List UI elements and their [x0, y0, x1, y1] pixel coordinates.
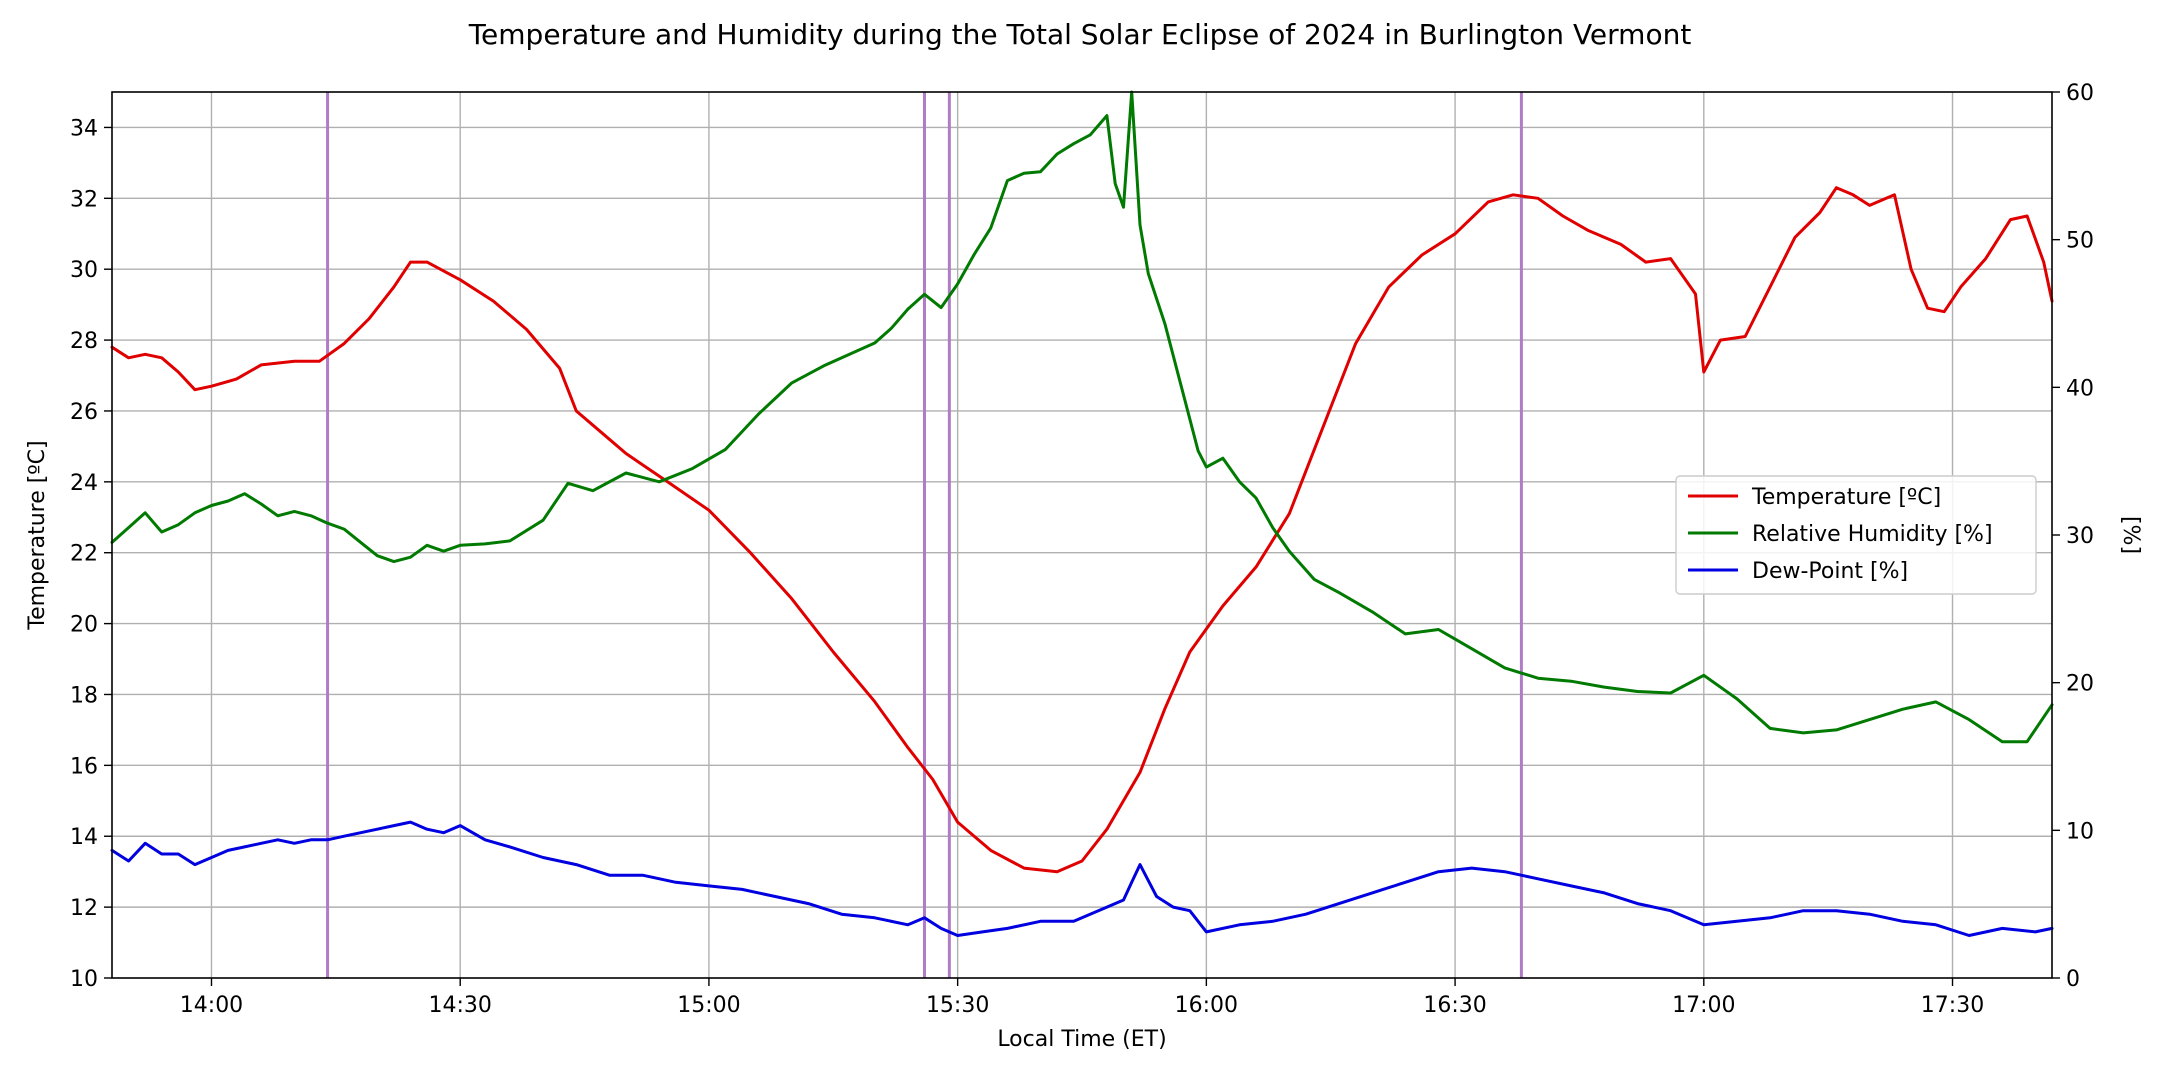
- legend-box: [1675, 475, 2037, 595]
- y-tick-label-left: 20: [70, 613, 98, 638]
- x-tick-label: 17:30: [1921, 993, 1984, 1018]
- y-tick-label-left: 18: [70, 683, 98, 708]
- grid: [112, 92, 2052, 978]
- x-tick-label: 14:00: [180, 993, 243, 1018]
- x-tick-label: 15:30: [926, 993, 989, 1018]
- y-tick-label-right: 30: [2066, 524, 2094, 549]
- y-tick-label-right: 50: [2066, 229, 2094, 254]
- y-tick-label-left: 12: [70, 896, 98, 921]
- legend-label: Relative Humidity [%]: [1752, 522, 1993, 547]
- legend-label: Temperature [ºC]: [1751, 485, 1941, 510]
- y-tick-label-right: 40: [2066, 376, 2094, 401]
- y-axis-label-left: Temperature [ºC]: [25, 440, 50, 630]
- y-tick-label-right: 60: [2066, 81, 2094, 106]
- x-tick-label: 14:30: [429, 993, 492, 1018]
- y-tick-label-left: 34: [70, 116, 98, 141]
- x-tick-label: 16:30: [1423, 993, 1486, 1018]
- legend: Temperature [ºC] Relative Humidity [%] Dew…: [1675, 475, 2037, 595]
- y-tick-label-left: 10: [70, 967, 98, 992]
- y-tick-label-left: 28: [70, 329, 98, 354]
- legend-label: Dew-Point [%]: [1752, 559, 1908, 584]
- y-tick-label-right: 10: [2066, 819, 2094, 844]
- y-tick-label-left: 22: [70, 542, 98, 567]
- x-tick-label: 16:00: [1175, 993, 1238, 1018]
- y-tick-label-right: 0: [2066, 967, 2080, 992]
- series-layer: [110, 90, 2054, 937]
- x-tick-label: 15:00: [677, 993, 740, 1018]
- x-axis-label: Local Time (ET): [997, 1027, 1166, 1052]
- y-tick-label-left: 26: [70, 400, 98, 425]
- series-line-2: [110, 820, 2054, 937]
- x-axis: 14:00 14:30 15:00 15:30 16:00 16:30 17:00 17:30: [180, 978, 1984, 1018]
- y-axis-label-right: [%]: [2118, 516, 2143, 554]
- y-tick-label-left: 14: [70, 825, 98, 850]
- y-axis-right: 0 10 20 30 40 50 60: [2052, 81, 2094, 992]
- y-axis-left: 10 12 14 16 18 20 22 24 26 28 30 32 34: [70, 116, 112, 992]
- y-tick-label-left: 32: [70, 187, 98, 212]
- y-tick-label-left: 30: [70, 258, 98, 283]
- series-line-1: [110, 90, 2054, 744]
- event-lines: [326, 92, 1523, 978]
- y-tick-label-right: 20: [2066, 672, 2094, 697]
- y-tick-label-left: 16: [70, 754, 98, 779]
- y-tick-label-left: 24: [70, 471, 98, 496]
- x-tick-label: 17:00: [1672, 993, 1735, 1018]
- series-line-0: [110, 186, 2054, 874]
- chart-title: Temperature and Humidity during the Tota…: [468, 18, 1692, 51]
